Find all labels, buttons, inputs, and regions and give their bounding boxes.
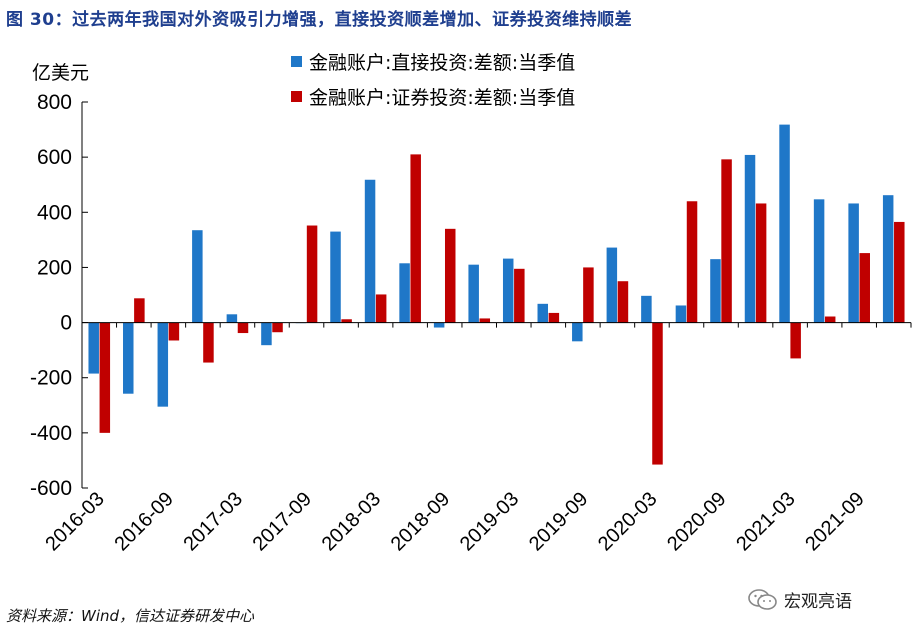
bar-portfolio-investment [652, 322, 663, 465]
bar-direct-investment [710, 259, 721, 323]
legend: 金融账户:直接投资:差额:当季值 金融账户:证券投资:差额:当季值 [291, 52, 575, 109]
source-note: 资料来源：Wind，信达证券研发中心 [6, 607, 255, 625]
bar-portfolio-investment [375, 294, 387, 323]
bar-portfolio-investment [514, 268, 525, 323]
bar-direct-investment [468, 264, 479, 323]
x-tick-label: 2019-03 [456, 488, 523, 555]
bar-direct-investment [226, 314, 238, 323]
y-tick-label: -200 [30, 367, 72, 390]
bar-direct-investment [537, 303, 549, 323]
bar-direct-investment [641, 295, 652, 323]
bar-portfolio-investment [341, 319, 352, 323]
x-tick-label: 2021-03 [732, 488, 799, 555]
bar-direct-investment [606, 247, 618, 323]
bar-direct-investment [848, 203, 859, 323]
bar-portfolio-investment [824, 316, 836, 323]
legend-swatch-direct-investment [291, 56, 302, 67]
bar-portfolio-investment [790, 322, 801, 359]
x-tick-label: 2017-09 [249, 488, 316, 555]
bar-direct-investment [744, 154, 756, 323]
legend-swatch-portfolio-investment [291, 91, 302, 102]
x-tick-label: 2021-09 [801, 488, 868, 555]
x-tick-label: 2018-03 [318, 488, 385, 555]
bar-direct-investment [779, 124, 790, 323]
y-axis-unit-label: 亿美元 [32, 62, 89, 84]
watermark-text: 宏观亮语 [784, 592, 852, 612]
bar-direct-investment [261, 322, 272, 346]
bar-portfolio-investment [479, 318, 491, 323]
bar-direct-investment [502, 258, 514, 323]
x-tick-label: 2020-09 [663, 488, 730, 555]
y-axis: -600 -400 -200 0 200 400 600 800 [30, 91, 88, 500]
x-tick-label: 2016-09 [110, 488, 177, 555]
bar-direct-investment [330, 231, 341, 323]
bar-direct-investment [88, 322, 99, 374]
x-tick-label: 2017-03 [180, 488, 247, 555]
y-tick-label: 800 [37, 91, 72, 114]
y-tick-label: -600 [30, 477, 72, 500]
bar-portfolio-investment [894, 221, 905, 323]
bar-chart: 亿美元 金融账户:直接投资:差额:当季值 金融账户:证券投资:差额:当季值 -6… [30, 52, 912, 555]
x-axis: 2016-03 2016-09 2017-03 2017-09 2018-03 2018-… [41, 322, 912, 555]
bar-portfolio-investment [617, 281, 629, 323]
bar-direct-investment [157, 322, 169, 407]
bar-portfolio-investment [859, 253, 870, 323]
y-tick-label: 600 [37, 146, 72, 169]
bar-portfolio-investment [237, 322, 249, 334]
bar-direct-investment [123, 322, 134, 394]
y-tick-label: 200 [37, 256, 72, 279]
bar-direct-investment [813, 199, 825, 323]
bar-direct-investment [364, 179, 376, 323]
y-tick-label: 400 [37, 201, 72, 224]
bar-portfolio-investment [306, 225, 318, 323]
bar-direct-investment [675, 305, 687, 323]
y-tick-label: -400 [30, 422, 72, 445]
x-tick-label: 2018-09 [387, 488, 454, 555]
y-tick-label: 0 [60, 312, 72, 335]
bar-portfolio-investment [272, 322, 283, 333]
bar-direct-investment [572, 322, 583, 342]
bar-direct-investment [433, 322, 445, 328]
bar-portfolio-investment [444, 228, 456, 323]
bar-portfolio-investment [168, 322, 180, 341]
bars [88, 124, 905, 465]
bar-portfolio-investment [755, 203, 767, 323]
watermark: 宏观亮语 [748, 587, 852, 612]
legend-label-direct-investment: 金融账户:直接投资:差额:当季值 [309, 52, 575, 74]
bar-portfolio-investment [686, 201, 698, 323]
bar-portfolio-investment [134, 298, 145, 323]
x-tick-label: 2019-09 [525, 488, 592, 555]
bar-portfolio-investment [721, 159, 732, 323]
bar-portfolio-investment [410, 154, 421, 323]
wechat-icon [748, 588, 777, 610]
x-tick-label: 2020-03 [594, 488, 661, 555]
bar-portfolio-investment [203, 322, 214, 363]
bar-direct-investment [882, 195, 894, 323]
bar-direct-investment [192, 230, 203, 323]
bar-portfolio-investment [99, 322, 111, 433]
legend-label-portfolio-investment: 金融账户:证券投资:差额:当季值 [309, 87, 575, 109]
bar-portfolio-investment [548, 312, 560, 323]
bar-direct-investment [399, 263, 410, 323]
bar-portfolio-investment [583, 267, 594, 323]
figure-title: 图 30：过去两年我国对外资吸引力增强，直接投资顺差增加、证券投资维持顺差 [6, 10, 633, 30]
